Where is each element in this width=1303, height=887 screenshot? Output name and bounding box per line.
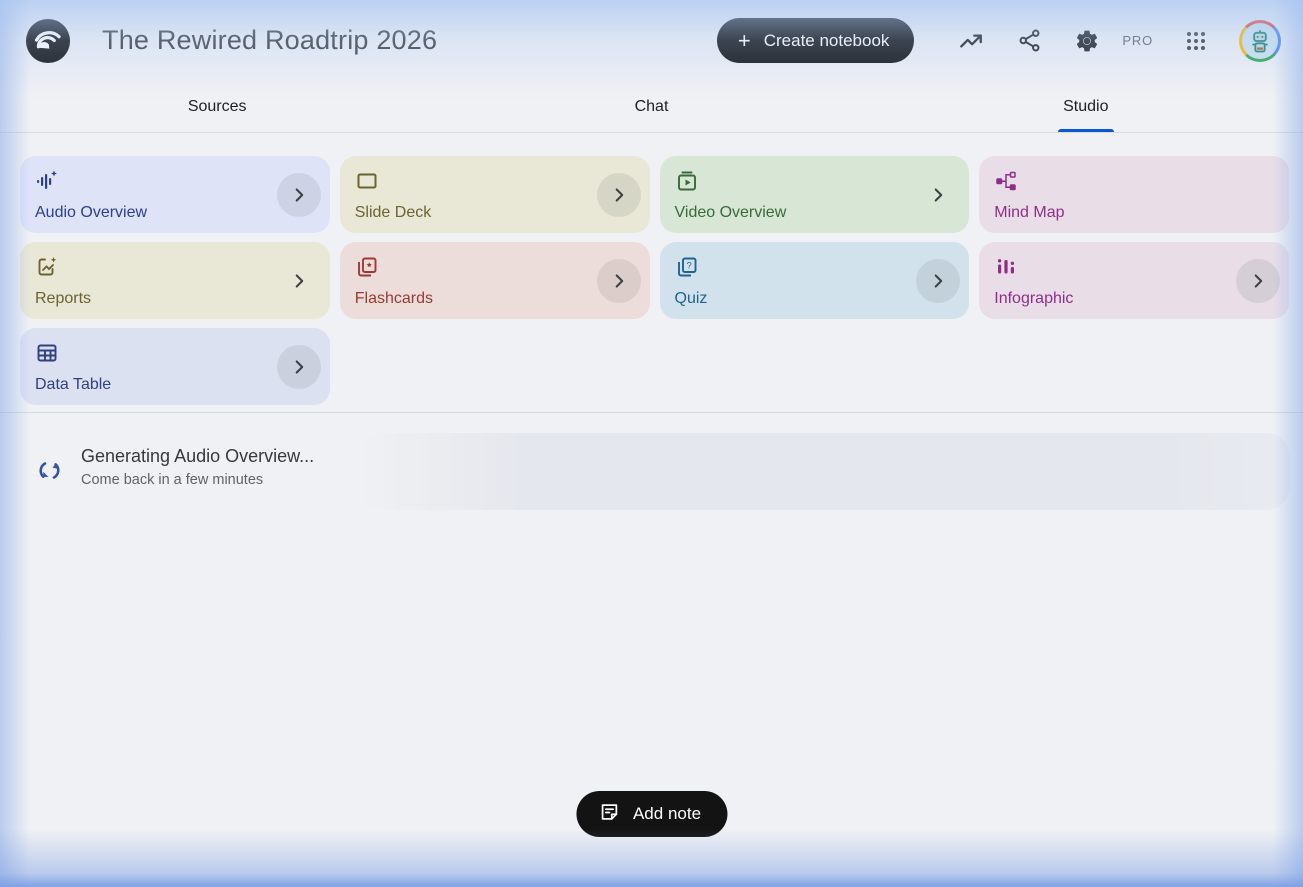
card-label: Infographic <box>994 290 1074 307</box>
slide-deck-icon <box>355 169 379 193</box>
card-label: Mind Map <box>994 204 1065 221</box>
page-title[interactable]: The Rewired Roadtrip 2026 <box>102 25 438 55</box>
studio-card-quiz[interactable]: ? Quiz <box>659 242 970 319</box>
card-label: Flashcards <box>354 290 433 307</box>
chevron-right-icon[interactable] <box>916 173 960 217</box>
video-overview-icon <box>675 169 699 193</box>
infographic-bars-icon <box>994 255 1018 279</box>
notebooklm-logo-icon[interactable] <box>25 18 71 64</box>
add-note-label: Add note <box>632 804 702 823</box>
tab-studio-label: Studio <box>1063 97 1109 115</box>
generating-status: Generating Audio Overview... Come back i… <box>36 446 314 488</box>
panel-tabs: Sources Chat Studio <box>0 81 1303 133</box>
header-actions: + Create notebook <box>716 18 1281 63</box>
generating-status-text: Generating Audio Overview... Come back i… <box>81 446 314 488</box>
studio-card-infographic[interactable]: Infographic <box>979 242 1289 319</box>
chevron-right-icon[interactable] <box>1236 258 1280 303</box>
studio-card-audio-overview[interactable]: Audio Overview <box>20 156 330 233</box>
card-label: Data Table <box>35 376 112 393</box>
card-label: Audio Overview <box>35 204 148 221</box>
chevron-right-icon[interactable] <box>596 258 641 303</box>
loading-shimmer-bar <box>356 433 1290 510</box>
tab-sources-label: Sources <box>187 97 247 115</box>
chevron-right-icon[interactable] <box>276 172 321 217</box>
chevron-right-icon[interactable] <box>596 172 641 217</box>
studio-card-reports[interactable]: Reports <box>20 242 330 319</box>
card-label: Quiz <box>674 290 708 307</box>
studio-card-data-table[interactable]: Data Table <box>20 328 330 405</box>
create-notebook-label: Create notebook <box>763 30 890 50</box>
studio-card-video-overview[interactable]: Video Overview <box>659 156 970 233</box>
studio-card-slide-deck[interactable]: Slide Deck <box>339 156 650 233</box>
studio-card-flashcards[interactable]: Flashcards <box>339 242 650 319</box>
pro-badge: PRO <box>1122 33 1153 48</box>
section-divider <box>0 412 1303 413</box>
card-label: Reports <box>35 290 92 307</box>
user-avatar[interactable] <box>1239 19 1281 62</box>
chevron-right-icon[interactable] <box>277 259 321 303</box>
share-icon[interactable] <box>1016 28 1042 54</box>
data-table-icon <box>35 341 59 365</box>
svg-text:?: ? <box>686 261 691 272</box>
create-notebook-button[interactable]: + Create notebook <box>716 18 915 63</box>
audio-waveform-sparkle-icon <box>35 169 59 193</box>
header: The Rewired Roadtrip 2026 + Create noteb… <box>0 0 1303 81</box>
card-label: Slide Deck <box>354 204 432 221</box>
sync-refresh-icon <box>36 457 63 484</box>
chevron-right-icon[interactable] <box>276 344 321 389</box>
settings-gear-icon[interactable] <box>1074 28 1100 54</box>
active-tab-underline <box>1057 129 1114 132</box>
robot-avatar-image <box>1242 22 1278 59</box>
flashcards-icon <box>355 255 379 279</box>
chevron-right-icon[interactable] <box>916 258 961 303</box>
tab-studio[interactable]: Studio <box>869 81 1303 132</box>
note-icon <box>598 801 620 828</box>
reports-sparkle-icon <box>35 255 59 279</box>
studio-card-mind-map[interactable]: Mind Map <box>979 156 1289 233</box>
generating-status-title: Generating Audio Overview... <box>81 446 315 466</box>
generating-status-subtitle: Come back in a few minutes <box>81 472 264 488</box>
card-label: Video Overview <box>674 204 787 221</box>
tab-chat-label: Chat <box>634 97 669 115</box>
apps-grid-icon[interactable] <box>1183 28 1209 54</box>
tab-chat[interactable]: Chat <box>434 81 868 132</box>
plus-icon: + <box>737 27 751 53</box>
tab-sources[interactable]: Sources <box>0 81 434 132</box>
mind-map-icon <box>994 169 1018 193</box>
quiz-cards-icon: ? <box>675 255 699 279</box>
studio-cards-grid: Audio Overview Slide Deck Video Overview <box>20 156 1289 405</box>
trending-up-icon[interactable] <box>958 28 984 54</box>
add-note-button[interactable]: Add note <box>575 791 728 837</box>
